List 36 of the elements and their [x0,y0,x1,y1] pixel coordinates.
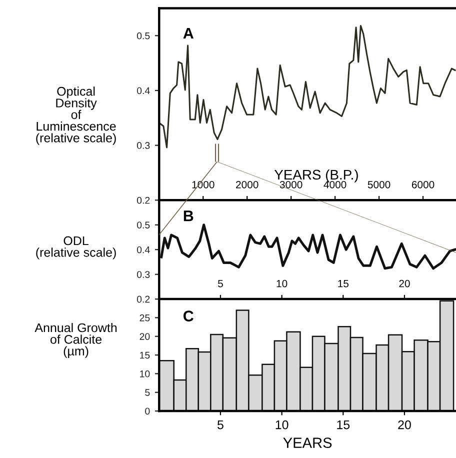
x-tick-label: 4000 [324,180,346,188]
x-tick-label: 3000 [280,180,302,188]
line-series [159,25,456,148]
x-tick-label: 20 [398,420,411,430]
y-tick-label: 0.5 [136,32,150,40]
y-tick-label: 5 [145,389,150,396]
y-tick-label: 0.4 [136,246,150,254]
x-tick-label: 6000 [412,180,434,188]
x-tick-label: 5 [218,420,224,430]
text: C [184,310,194,322]
y-tick-label: 0.2 [136,296,150,303]
y-tick-label: 0 [145,408,150,415]
y-tick-label: 20 [140,333,150,340]
x-tick-label: 2000 [236,180,258,188]
y-axis-title: Annual Growth of Calcite (µm) [34,322,117,358]
y-tick-label: 25 [140,314,150,322]
line-series [160,224,456,270]
y-tick-label: 0.2 [136,196,150,204]
text: A [183,28,194,39]
x-axis-title: YEARS (B.P.) [274,169,358,182]
y-axis-title: Optical Density of Luminescence (relative scale) [36,86,116,145]
y-tick-label: 0.5 [136,222,150,228]
y-tick-label: 0.4 [136,87,150,94]
y-tick-label: 0.3 [136,271,150,278]
x-tick-label: 10 [276,420,288,430]
x-tick-label: 10 [276,280,288,288]
y-axis-title: ODL (relative scale) [36,236,116,260]
x-tick-label: 5 [218,280,223,288]
x-tick-label: 5000 [368,180,390,188]
x-tick-label: 20 [399,280,410,288]
x-axis-title: YEARS [283,438,332,448]
x-tick-label: 15 [338,280,349,288]
y-tick-label: 10 [140,370,150,378]
y-tick-label: 0.3 [136,142,150,149]
y-tick-label: 15 [140,352,150,359]
x-tick-label: 15 [337,420,350,430]
